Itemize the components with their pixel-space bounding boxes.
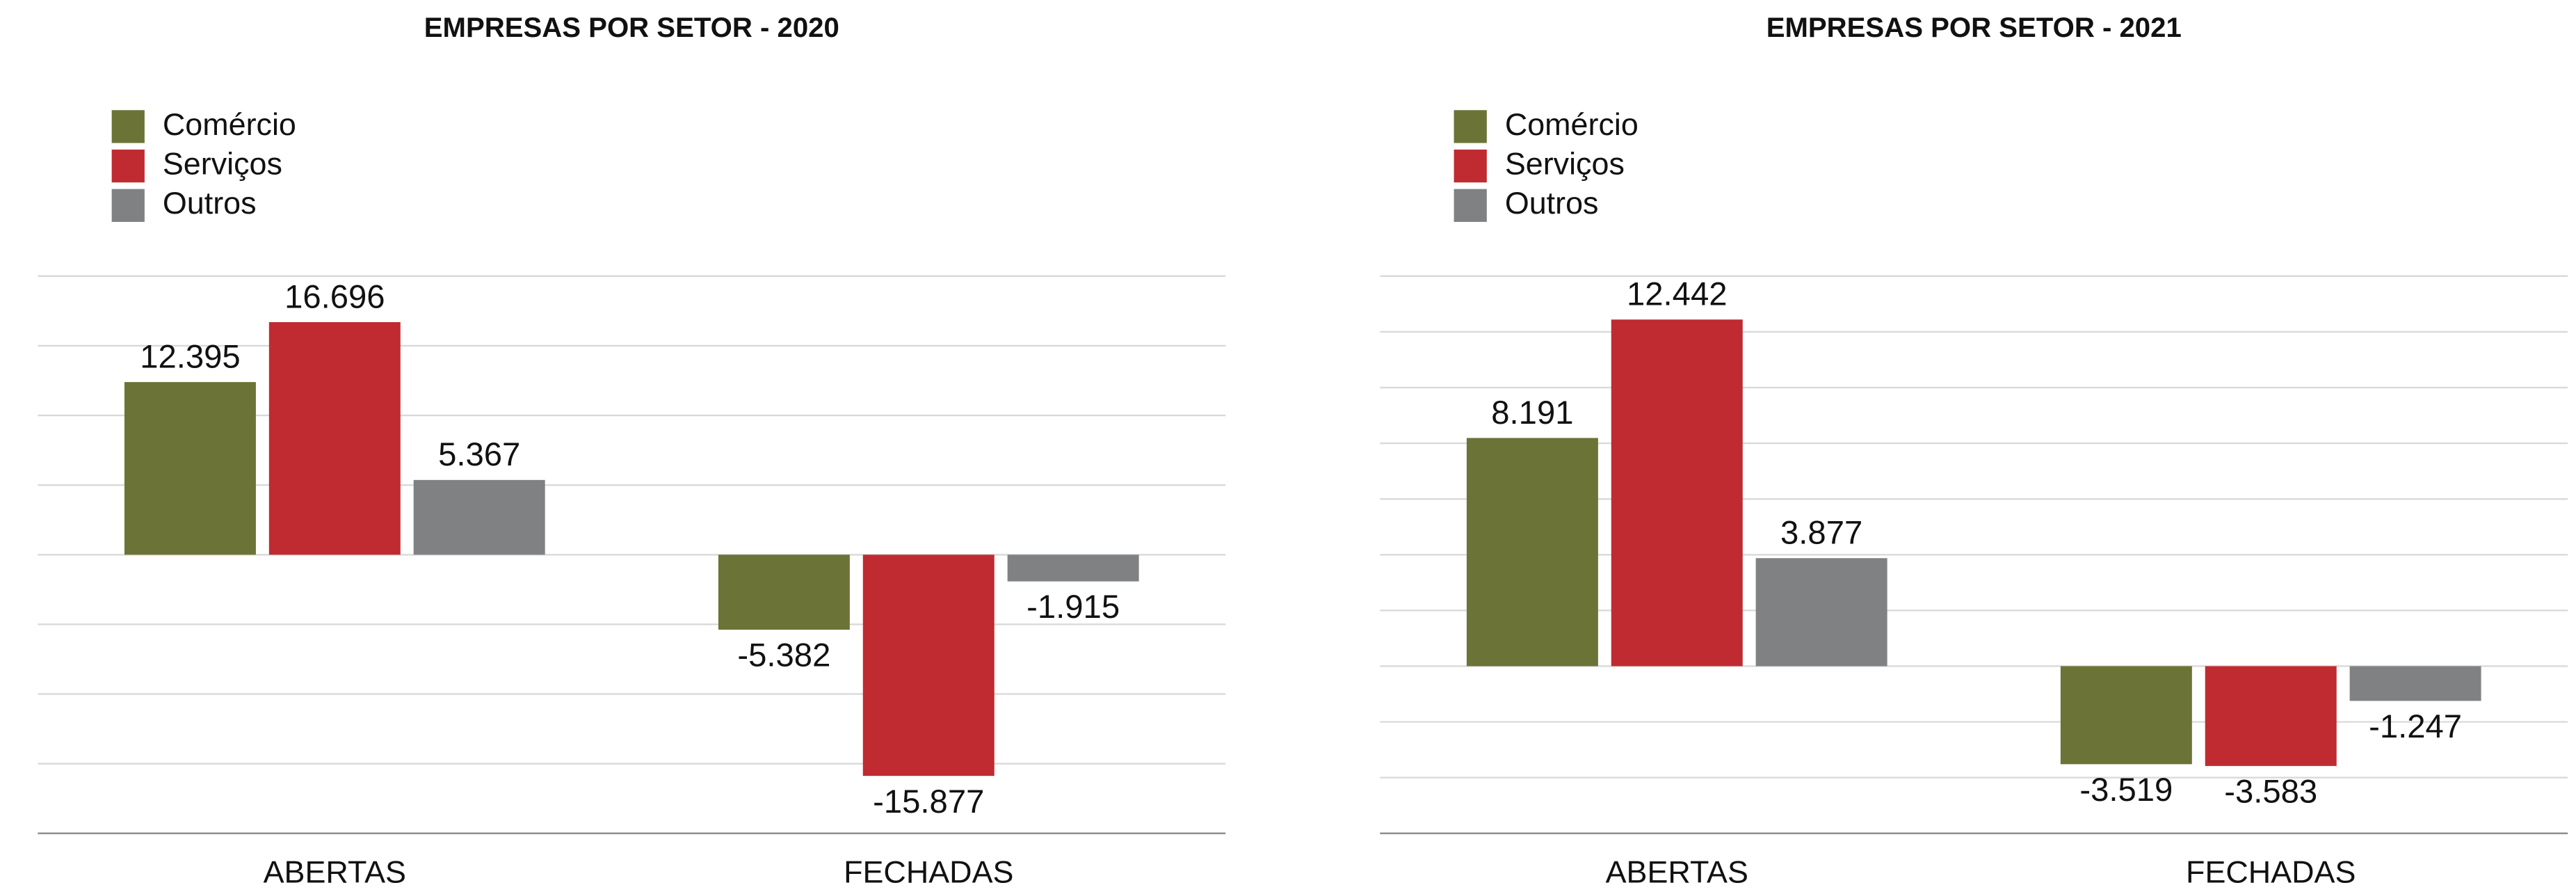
x-tick-label: FECHADAS	[844, 854, 1013, 890]
x-tick-label: ABERTAS	[264, 854, 406, 890]
legend-label: Comércio	[163, 106, 296, 142]
value-label: 8.191	[1491, 395, 1573, 431]
value-label: -1.247	[2369, 708, 2462, 745]
bar	[862, 555, 995, 776]
legend-label: Outros	[1505, 185, 1599, 221]
value-label: 12.442	[1627, 276, 1727, 313]
legend-swatch	[111, 149, 145, 183]
legend-label: Outros	[163, 185, 257, 221]
chart: EMPRESAS POR SETOR - 2020 ComércioServiço…	[38, 12, 1226, 890]
legend-swatch	[111, 110, 145, 143]
bar	[1755, 558, 1887, 667]
x-tick-label: ABERTAS	[1606, 854, 1748, 890]
legend-swatch	[1454, 189, 1487, 222]
legend-swatch	[1454, 149, 1487, 183]
bar	[2060, 666, 2192, 765]
chart-title: EMPRESAS POR SETOR - 2020	[424, 12, 839, 43]
value-label: -1.915	[1027, 589, 1120, 626]
x-tick-label: FECHADAS	[2186, 854, 2356, 890]
bar	[1007, 555, 1139, 582]
value-label: -5.382	[737, 637, 830, 674]
value-label: -3.583	[2224, 774, 2317, 811]
bar	[268, 322, 401, 555]
bar	[2349, 666, 2481, 701]
value-label: -15.877	[873, 783, 984, 820]
value-label: 5.367	[438, 436, 520, 473]
legend-label: Serviços	[163, 145, 282, 181]
bar	[413, 479, 545, 555]
bar	[124, 382, 256, 555]
legend-label: Comércio	[1505, 106, 1639, 142]
legend-label: Serviços	[1505, 145, 1625, 181]
value-label: 16.696	[284, 278, 385, 315]
bar	[718, 555, 850, 630]
legend-swatch	[1454, 110, 1487, 143]
legend-swatch	[111, 189, 145, 222]
bar	[2205, 666, 2337, 766]
value-label: 3.877	[1780, 515, 1862, 552]
chart: EMPRESAS POR SETOR - 2021 ComércioServiço…	[1380, 12, 2568, 890]
value-label: 12.395	[140, 339, 240, 376]
bar	[1466, 438, 1598, 667]
chart-title: EMPRESAS POR SETOR - 2021	[1766, 12, 2182, 43]
value-label: -3.519	[2079, 772, 2173, 809]
bar	[1611, 319, 1743, 667]
